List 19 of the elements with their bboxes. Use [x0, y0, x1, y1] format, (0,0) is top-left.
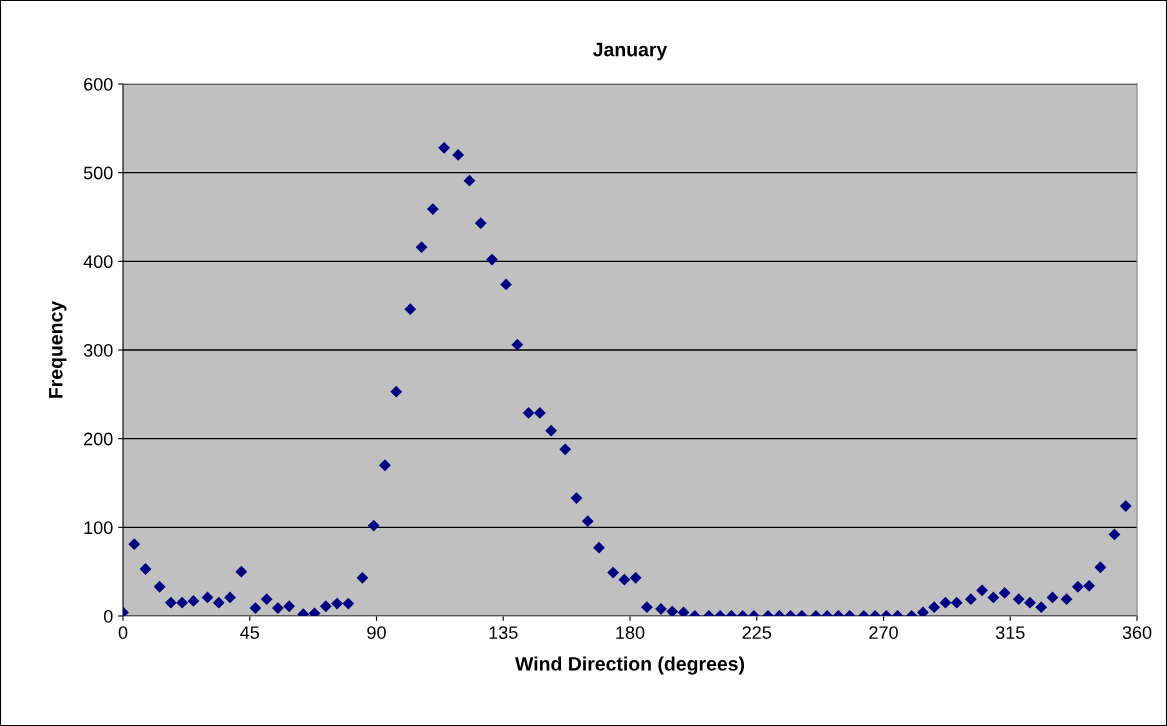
x-axis-title: Wind Direction (degrees) [515, 656, 745, 675]
x-tick-label: 45 [240, 626, 260, 639]
chart-title: January [593, 42, 668, 61]
y-tick-label: 200 [84, 432, 113, 446]
x-tick-label: 180 [616, 626, 645, 639]
x-tick-label: 225 [742, 626, 772, 639]
x-tick-label: 270 [869, 626, 898, 639]
y-tick-label: 400 [83, 255, 113, 269]
y-tick-label: 600 [84, 77, 113, 91]
x-tick-label: 315 [995, 626, 1025, 639]
x-tick-label: 135 [489, 626, 518, 639]
y-tick-label: 0 [103, 609, 113, 623]
x-tick-label: 360 [1122, 626, 1152, 639]
y-tick-label: 300 [83, 343, 113, 357]
y-tick-label: 100 [84, 521, 113, 535]
x-tick-label: 0 [118, 626, 128, 639]
y-axis-title: Frequency [49, 300, 67, 398]
x-tick-label: 90 [367, 626, 386, 639]
y-tick-label: 500 [83, 166, 113, 180]
